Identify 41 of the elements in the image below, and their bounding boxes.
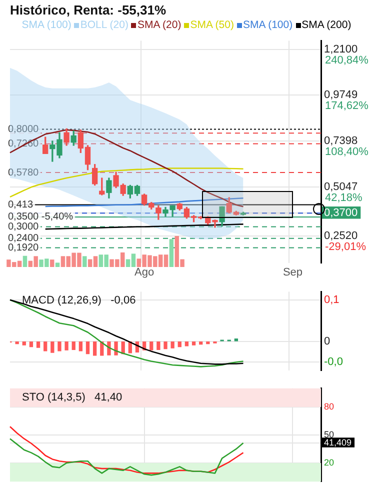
y-tick-label: 80: [324, 402, 334, 412]
ref-line-label: 0,5780: [8, 167, 40, 178]
ref-line-label: 0,3000: [8, 221, 40, 232]
bar: [82, 256, 87, 267]
bar: [55, 262, 60, 267]
y-tick-label: 0: [324, 335, 330, 348]
y-tick-label: 0,9749: [324, 89, 358, 102]
text: SMA (100): [22, 19, 72, 31]
ref-line-label: 0,8000: [8, 124, 40, 136]
legend-label: SMA (50): [190, 19, 234, 31]
y-tick-label: 20: [324, 457, 334, 468]
y2-tick-label: 240,84%: [325, 54, 369, 66]
y-tick-label: 0,1: [324, 294, 340, 306]
chart-title: MACD (12,26,9) -0,06: [22, 294, 136, 307]
legend-label: BOLL (20): [80, 19, 128, 31]
bar: [22, 256, 28, 267]
bar: [50, 260, 54, 267]
y-tick-label: 0,2520: [324, 230, 358, 242]
x-tick-label: Ago: [134, 266, 154, 278]
y-tick-label: 50: [324, 429, 334, 440]
y-tick-label: 1,2100: [324, 43, 358, 56]
legend-label: SMA (200): [302, 19, 352, 31]
y-tick-label: -0,0: [324, 356, 343, 368]
ref-line-label: 0,413: [8, 199, 34, 210]
y2-tick-label: 108,40%: [325, 146, 369, 158]
y2-tick-label: 42,18%: [325, 192, 363, 204]
chart-title: STO (14,3,5) 41,40: [22, 391, 122, 404]
legend-label: SMA (100): [242, 19, 293, 31]
x-tick-label: Sep: [282, 266, 303, 278]
ref-line-label: 0,2400: [8, 233, 40, 244]
bar: [169, 239, 174, 267]
y2-tick-label: 174,62%: [325, 100, 369, 112]
y-tick-label: 41,409: [324, 437, 352, 448]
y2-tick-label: -29,01%: [325, 241, 366, 254]
ref-line-label: 0,1920: [8, 242, 40, 254]
legend-label: SMA (20): [137, 19, 182, 31]
y-tick-label: 0,7398: [324, 135, 358, 148]
ref-line-label: 0,3500 -5,40%: [8, 212, 74, 223]
y-tick-label: 0,3700: [324, 207, 358, 220]
chart-title: Histórico, Renta: -55,31%: [10, 2, 166, 18]
y-tick-label: 0,5047: [324, 180, 358, 193]
